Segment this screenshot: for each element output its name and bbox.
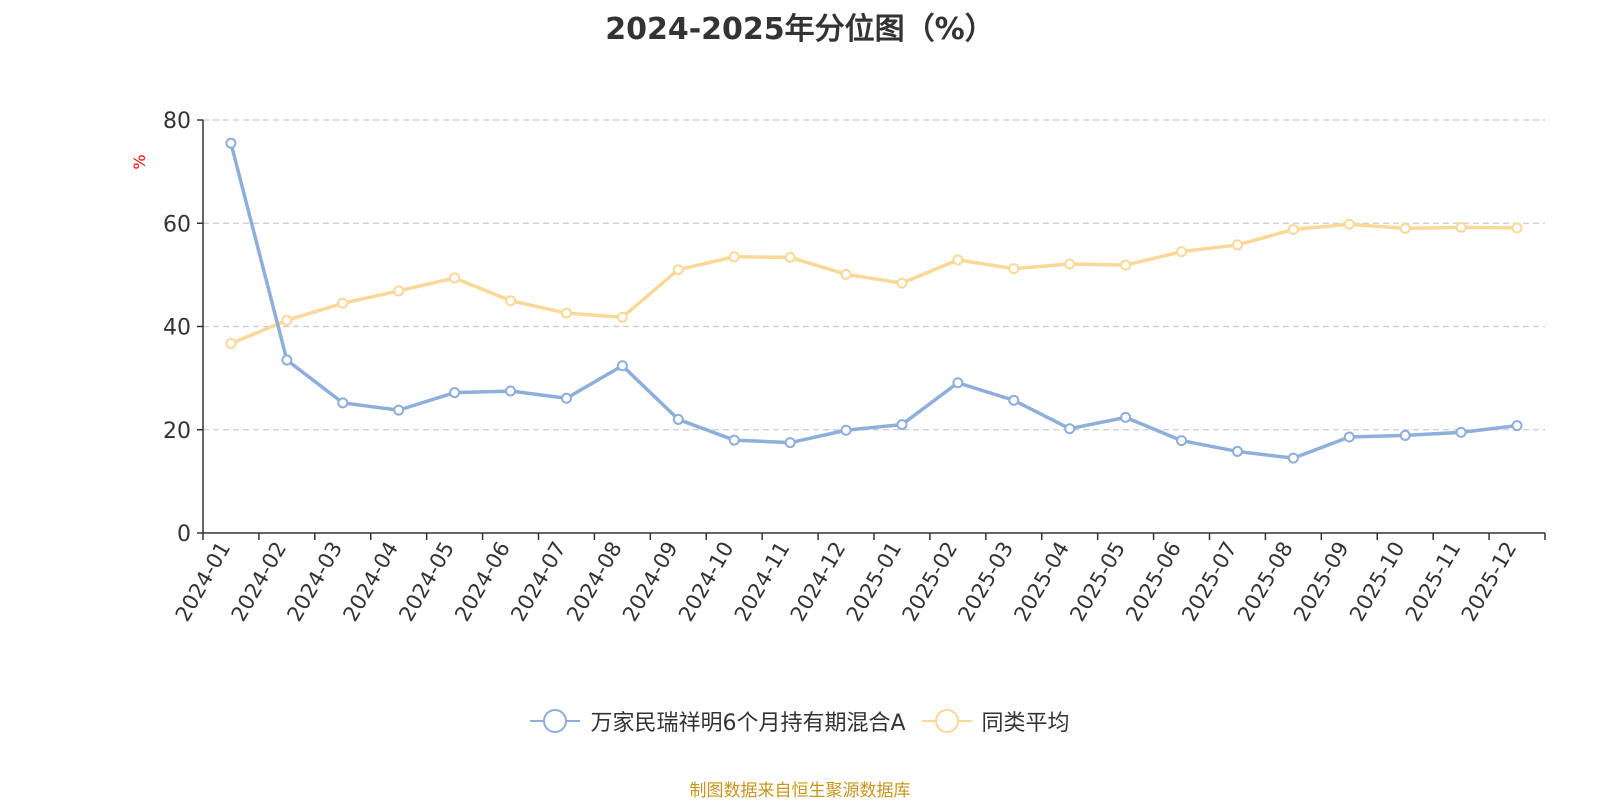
- data-point-s0-2024-12: [840, 424, 852, 436]
- data-point-s1-2025-03: [1008, 263, 1020, 275]
- line-chart: 0204060802024-012024-022024-032024-04202…: [130, 109, 1546, 626]
- data-point-s1-2024-07: [560, 307, 572, 319]
- data-point-s0-2024-05: [449, 387, 461, 399]
- x-tick-label-2025-05: 2025-05: [1065, 538, 1130, 626]
- data-point-s0-2024-11: [784, 437, 796, 449]
- data-point-s0-2025-01: [896, 419, 908, 431]
- data-point-s0-2024-04: [393, 404, 405, 416]
- series-line-1: [230, 222, 1518, 346]
- x-tick-label-2024-02: 2024-02: [227, 538, 292, 626]
- x-tick-label-2025-10: 2025-10: [1345, 538, 1410, 626]
- data-point-s1-2024-02: [281, 314, 293, 326]
- data-point-s1-2024-05: [449, 272, 461, 284]
- y-tick-label-60: 60: [163, 212, 191, 237]
- data-point-s0-2025-10: [1399, 429, 1411, 441]
- x-tick-label-2024-07: 2024-07: [506, 538, 571, 626]
- y-tick-label-80: 80: [163, 109, 191, 134]
- data-point-s1-2024-11: [784, 251, 796, 263]
- legend-marker-average: [921, 709, 972, 733]
- legend-marker-fund: [530, 709, 581, 733]
- legend-item-average[interactable]: 同类平均: [921, 705, 1070, 737]
- y-axis-label: %: [130, 154, 149, 169]
- data-point-s1-2025-01: [896, 277, 908, 289]
- data-point-s1-2025-12: [1511, 222, 1523, 234]
- x-tick-label-2024-04: 2024-04: [338, 538, 403, 626]
- data-point-s0-2025-11: [1455, 426, 1467, 438]
- data-point-s1-2024-03: [337, 297, 349, 309]
- data-point-s0-2024-10: [728, 434, 740, 446]
- data-point-s1-2025-04: [1064, 258, 1076, 270]
- data-point-s1-2025-10: [1399, 222, 1411, 234]
- data-point-s0-2024-03: [337, 397, 349, 409]
- legend-label-fund: 万家民瑞祥明6个月持有期混合A: [590, 711, 906, 736]
- data-point-s1-2025-06: [1176, 246, 1188, 258]
- data-point-s0-2024-08: [616, 360, 628, 372]
- data-point-s0-2025-04: [1064, 423, 1076, 435]
- data-point-s0-2025-02: [952, 377, 964, 389]
- data-point-s0-2024-02: [281, 354, 293, 366]
- x-tick-label-2024-09: 2024-09: [618, 538, 683, 626]
- x-tick-label-2024-03: 2024-03: [282, 538, 347, 626]
- x-tick-label-2025-04: 2025-04: [1009, 538, 1074, 626]
- x-tick-label-2024-10: 2024-10: [674, 538, 739, 626]
- x-tick-label-2025-07: 2025-07: [1177, 538, 1242, 626]
- x-tick-label-2025-12: 2025-12: [1457, 538, 1522, 626]
- axes: 0204060802024-012024-022024-032024-04202…: [163, 109, 1546, 626]
- data-point-s1-2024-04: [393, 285, 405, 297]
- x-tick-label-2024-01: 2024-01: [171, 538, 236, 626]
- data-point-s1-2025-07: [1231, 239, 1243, 251]
- legend-label-average: 同类平均: [981, 711, 1070, 736]
- data-point-s0-2025-06: [1176, 435, 1188, 447]
- x-tick-label-2025-02: 2025-02: [898, 538, 963, 626]
- x-tick-label-2025-09: 2025-09: [1289, 538, 1354, 626]
- data-point-s0-2024-07: [560, 392, 572, 404]
- legend-item-fund[interactable]: 万家民瑞祥明6个月持有期混合A: [530, 705, 906, 737]
- x-tick-label-2024-12: 2024-12: [786, 538, 851, 626]
- data-point-s1-2025-02: [952, 254, 964, 266]
- data-point-s1-2025-09: [1343, 218, 1355, 230]
- data-point-s1-2024-12: [840, 268, 852, 280]
- x-tick-label-2024-06: 2024-06: [450, 538, 515, 626]
- data-point-s0-2024-01: [225, 137, 237, 149]
- data-point-s1-2024-08: [616, 311, 628, 323]
- data-point-s1-2025-05: [1120, 259, 1132, 271]
- series-line-0: [229, 142, 1518, 460]
- data-point-s0-2025-07: [1231, 445, 1243, 457]
- data-point-s1-2024-06: [505, 295, 517, 307]
- x-tick-label-2025-06: 2025-06: [1121, 538, 1186, 626]
- data-point-s0-2025-03: [1008, 394, 1020, 406]
- data-point-s0-2025-08: [1287, 452, 1299, 464]
- data-point-s0-2025-12: [1511, 420, 1523, 432]
- x-tick-label-2025-03: 2025-03: [953, 538, 1018, 626]
- y-tick-label-40: 40: [163, 316, 191, 341]
- x-tick-label-2024-05: 2024-05: [394, 538, 459, 626]
- y-tick-label-0: 0: [177, 522, 191, 547]
- data-point-s0-2025-05: [1120, 411, 1132, 423]
- data-point-s0-2024-09: [672, 413, 684, 425]
- data-point-s0-2024-06: [505, 385, 517, 397]
- data-source-note: 制图数据来自恒生聚源数据库: [689, 781, 911, 801]
- legend: 万家民瑞祥明6个月持有期混合A 同类平均: [0, 705, 1600, 737]
- chart-title: 2024-2025年分位图（%）: [605, 12, 995, 47]
- y-tick-label-20: 20: [163, 419, 191, 444]
- data-point-s0-2025-09: [1343, 431, 1355, 443]
- data-point-s1-2025-11: [1455, 221, 1467, 233]
- data-point-s1-2025-08: [1287, 223, 1299, 235]
- series: [225, 137, 1523, 464]
- data-point-s1-2024-01: [225, 338, 237, 350]
- grid-lines: [203, 119, 1545, 431]
- data-point-s1-2024-09: [672, 264, 684, 276]
- x-tick-label-2025-01: 2025-01: [842, 538, 907, 626]
- x-tick-label-2024-08: 2024-08: [562, 538, 627, 626]
- x-tick-label-2025-11: 2025-11: [1401, 538, 1466, 626]
- x-tick-label-2024-11: 2024-11: [730, 538, 795, 626]
- x-tick-label-2025-08: 2025-08: [1233, 538, 1298, 626]
- data-point-s1-2024-10: [728, 251, 740, 263]
